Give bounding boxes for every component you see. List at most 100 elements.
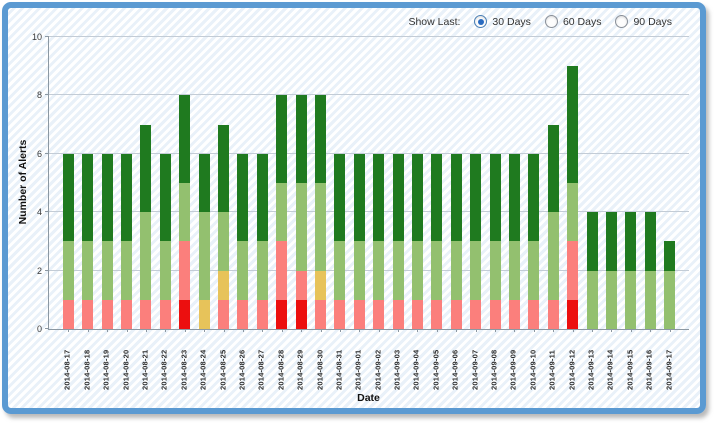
x-tick-mark (378, 329, 380, 332)
y-tick-mark (45, 328, 49, 329)
y-tick-label: 10 (31, 32, 42, 42)
bar-segment-dark-green-alerts (295, 95, 307, 183)
bar-segment-dark-green-alerts (528, 153, 540, 242)
x-tick-mark (533, 329, 535, 332)
x-tick-label: 2014-08-29 (295, 349, 305, 390)
radio-90-days[interactable]: 90 Days (615, 15, 672, 28)
bar-2014-08-30 (315, 37, 326, 329)
bar-segment-salmon-alerts (567, 241, 579, 300)
x-tick-label: 2014-09-06 (450, 349, 460, 390)
bar-segment-light-green-alerts (256, 241, 268, 300)
x-tick-mark (68, 329, 70, 332)
y-tick-mark (45, 94, 49, 96)
bar-2014-09-17 (664, 37, 676, 329)
bar-2014-08-25 (218, 37, 230, 329)
bar-segment-light-green-alerts (625, 270, 637, 329)
bar-segment-salmon-alerts (334, 299, 346, 329)
x-tick-label: 2014-09-08 (489, 349, 499, 390)
bar-2014-08-24 (198, 37, 210, 329)
x-tick-label: 2014-08-20 (121, 349, 131, 390)
radio-30-days-icon[interactable] (474, 15, 488, 28)
radio-90-days-label[interactable]: 90 Days (633, 15, 672, 28)
bar-segment-light-green-alerts (62, 241, 74, 300)
bar-segment-red-alerts (567, 299, 579, 329)
x-tick-label: 2014-09-10 (528, 349, 538, 390)
x-tick-label: 2014-09-09 (508, 349, 518, 390)
bar-segment-dark-green-alerts (121, 153, 133, 242)
x-tick-label: 2014-08-17 (62, 349, 72, 390)
x-tick-label: 2014-08-27 (256, 349, 266, 390)
bar-segment-salmon-alerts (392, 299, 404, 329)
x-tick-label: 2014-09-17 (664, 349, 674, 390)
x-tick-mark (87, 329, 89, 332)
bar-2014-09-11 (547, 37, 559, 329)
bar-segment-salmon-alerts (218, 299, 230, 329)
y-tick-mark (45, 269, 49, 271)
radio-60-days-label[interactable]: 60 Days (562, 15, 602, 28)
x-tick-mark (630, 329, 632, 332)
bar-segment-salmon-alerts (353, 299, 365, 329)
bar-2014-08-26 (237, 37, 249, 329)
x-tick-mark (262, 329, 264, 332)
bar-segment-dark-green-alerts (276, 95, 288, 183)
bar-2014-08-20 (121, 37, 133, 329)
radio-60-days-icon[interactable] (544, 15, 558, 28)
bar-segment-salmon-alerts (121, 299, 133, 329)
x-tick-mark (592, 329, 594, 332)
x-tick-label: 2014-08-18 (82, 349, 92, 390)
bar-segment-salmon-alerts (62, 299, 74, 329)
radio-60-days[interactable]: 60 Days (544, 15, 602, 28)
bar-segment-dark-green-alerts (237, 153, 249, 242)
bar-segment-light-green-alerts (489, 241, 501, 300)
radio-30-days[interactable]: 30 Days (474, 15, 531, 28)
bar-segment-light-green-alerts (450, 241, 462, 300)
x-tick-label: 2014-09-03 (392, 349, 402, 390)
bar-segment-salmon-alerts (140, 299, 152, 329)
gridline (49, 152, 689, 154)
x-tick-label: 2014-09-16 (644, 349, 654, 390)
x-tick-mark (204, 329, 206, 332)
bar-2014-09-04 (411, 37, 423, 329)
radio-30-days-label[interactable]: 30 Days (492, 15, 531, 28)
y-axis-title: Number of Alerts (17, 139, 29, 225)
bar-segment-dark-green-alerts (586, 212, 598, 271)
x-tick-mark (126, 329, 128, 332)
x-axis-labels: 2014-08-17 2014-08-18 2014-08-19 2014-08-20… (48, 334, 689, 392)
bar-segment-light-green-alerts (605, 270, 617, 329)
bar-2014-08-27 (256, 37, 268, 329)
gridline (49, 211, 689, 213)
bar-2014-08-23 (179, 37, 191, 329)
bar-segment-salmon-alerts (431, 299, 443, 329)
bar-2014-09-05 (431, 37, 443, 329)
bar-segment-red-alerts (179, 299, 191, 329)
x-tick-label: 2014-09-05 (431, 349, 441, 390)
bar-2014-09-07 (470, 37, 482, 329)
bar-segment-salmon-alerts (256, 299, 268, 329)
bar-segment-dark-green-alerts (470, 153, 482, 242)
x-tick-label: 2014-08-30 (315, 349, 324, 390)
bar-2014-08-22 (159, 37, 171, 329)
x-tick-mark (184, 329, 186, 332)
show-last-radio-group: Show Last: 30 Days 60 Days 90 Days (408, 15, 672, 28)
bar-2014-08-19 (101, 37, 113, 329)
x-axis-title: Date (357, 392, 380, 404)
x-tick-mark (301, 329, 303, 332)
x-tick-mark (456, 329, 458, 332)
bar-2014-09-16 (644, 37, 656, 329)
y-tick-label: 2 (36, 265, 42, 276)
gridline (49, 36, 689, 37)
bar-segment-dark-green-alerts (450, 153, 462, 242)
x-tick-mark (339, 329, 341, 332)
bar-2014-08-28 (276, 37, 288, 329)
bar-segment-salmon-alerts (411, 299, 423, 329)
radio-90-days-icon[interactable] (615, 15, 629, 28)
bar-segment-salmon-alerts (373, 299, 385, 329)
x-tick-mark (417, 329, 419, 332)
x-tick-mark (611, 329, 613, 332)
bar-segment-light-green-alerts (470, 241, 482, 300)
bar-segment-dark-green-alerts (62, 153, 74, 242)
x-tick-mark (475, 329, 477, 332)
bar-segment-light-green-alerts (353, 241, 365, 300)
bar-segment-dark-green-alerts (644, 212, 656, 271)
bar-segment-light-green-alerts (159, 241, 171, 300)
